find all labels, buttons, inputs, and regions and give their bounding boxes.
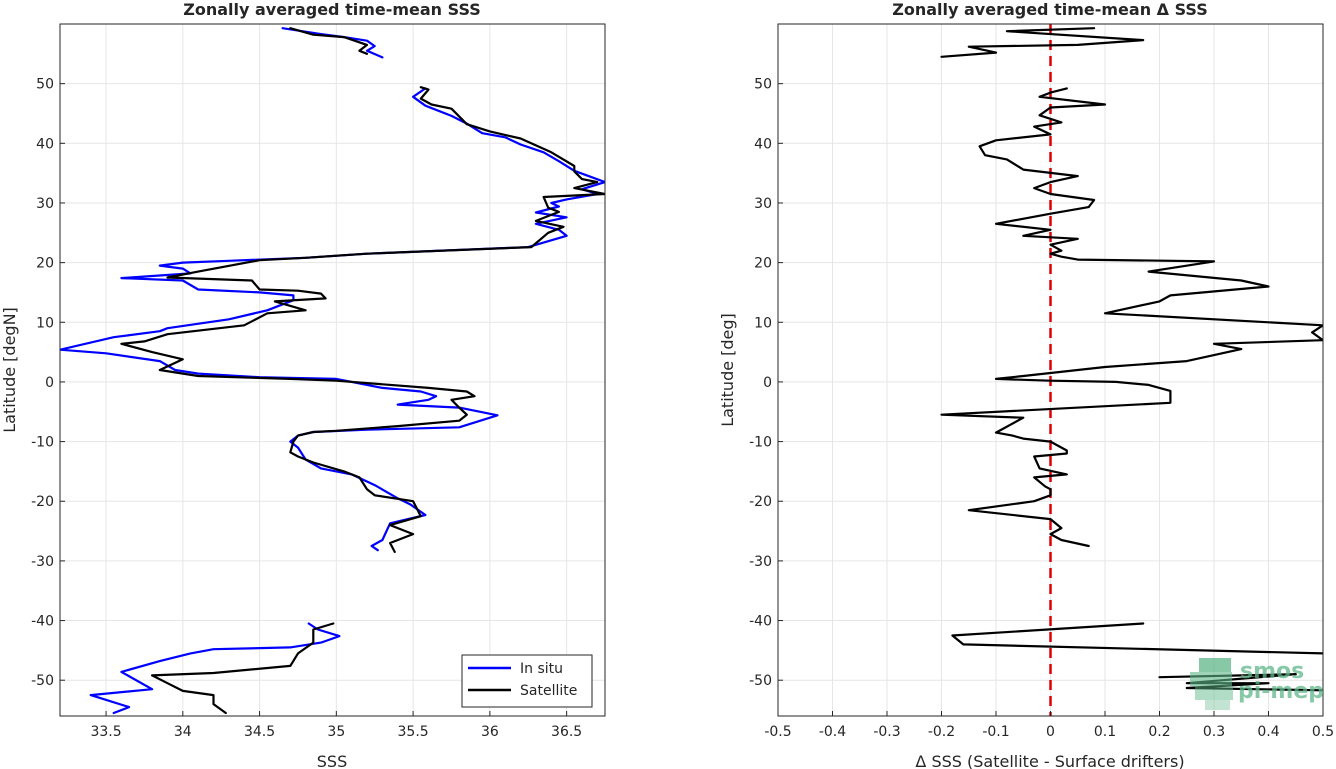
y-tick-label: -50 [749,673,772,689]
left-grid [60,24,605,716]
x-tick-label: -0.3 [873,724,900,740]
watermark-logo-block-2 [1190,672,1232,686]
y-tick-label: 40 [754,136,772,152]
x-tick-label: 0.5 [1312,724,1334,740]
smos-pi-mep-watermark: smos pi-mep [1190,658,1324,710]
y-tick-label: -20 [31,494,54,510]
left-x-axis-label: SSS [317,752,347,769]
right-panel: -0.5 -0.4 -0.3 -0.2 -0.1 0 0.1 0.2 0.3 0.4 0.5 -50 -… [718,0,1334,769]
y-tick-label: -10 [31,435,54,451]
x-tick-label: 0 [1046,724,1055,740]
x-tick-label: 35.5 [398,724,429,740]
watermark-logo-block-1 [1199,658,1231,672]
y-tick-label: 20 [754,256,772,272]
x-tick-label: -0.2 [928,724,955,740]
x-tick-label: 36.5 [551,724,582,740]
x-tick-label: -0.5 [764,724,791,740]
y-tick-label: 50 [36,77,54,93]
right-x-axis-label: Δ SSS (Satellite - Surface drifters) [915,752,1184,769]
delta-sss-series-line-segment [940,27,1145,58]
x-tick-label: 0.4 [1257,724,1279,740]
right-series-lines [940,27,1323,692]
watermark-text-smos: smos [1240,659,1304,684]
x-tick-label: -0.4 [819,724,846,740]
right-ticks: -0.5 -0.4 -0.3 -0.2 -0.1 0 0.1 0.2 0.3 0.4 0.5 -50 -… [749,77,1334,740]
left-series-lines [60,27,605,715]
x-tick-label: 0.3 [1203,724,1225,740]
y-tick-label: 30 [36,196,54,212]
y-tick-label: 0 [45,375,54,391]
y-tick-label: 40 [36,136,54,152]
delta-sss-series-line-segment [951,622,1323,655]
y-tick-label: -30 [749,554,772,570]
in-situ-series-line-segment [281,27,384,59]
x-tick-label: 33.5 [90,724,121,740]
watermark-logo-block-3 [1195,686,1233,700]
y-tick-label: -20 [749,494,772,510]
y-tick-label: -40 [31,614,54,630]
y-tick-label: 10 [36,315,54,331]
y-tick-label: -40 [749,614,772,630]
x-tick-label: 36 [481,724,499,740]
satellite-series-line-segment [120,86,605,554]
right-chart-title: Zonally averaged time-mean Δ SSS [892,0,1208,19]
x-tick-label: 0.2 [1148,724,1170,740]
y-tick-label: 50 [754,77,772,93]
left-panel: 33.5 34 34.5 35 35.5 36 36.5 -50 -40 -30 -20 -10 0 10… [0,0,606,769]
legend-label-insitu: In situ [520,661,563,677]
y-tick-label: -10 [749,435,772,451]
x-tick-label: -0.1 [982,724,1009,740]
x-tick-label: 34.5 [244,724,275,740]
delta-sss-series-line-segment [940,87,1323,548]
satellite-series-line-segment [289,27,369,55]
y-tick-label: 10 [754,315,772,331]
x-tick-label: 34 [174,724,192,740]
x-tick-label: 35 [327,724,345,740]
left-axes-frame [59,23,606,717]
left-chart-title: Zonally averaged time-mean SSS [183,0,481,19]
legend-box [461,654,593,708]
y-tick-label: 30 [754,196,772,212]
left-y-axis-label: Latitude [degN] [0,307,19,433]
legend-label-satellite: Satellite [520,683,577,699]
y-tick-label: -30 [31,554,54,570]
y-tick-label: -50 [31,673,54,689]
satellite-series-line-segment [151,622,335,715]
right-y-axis-label: Latitude [deg] [718,313,737,427]
in-situ-series-line-segment [89,622,341,715]
legend: In situ Satellite [461,654,593,708]
x-tick-label: 0.1 [1094,724,1116,740]
watermark-logo-block-4 [1205,700,1230,710]
y-tick-label: 0 [763,375,772,391]
left-ticks: 33.5 34 34.5 35 35.5 36 36.5 -50 -40 -30 -20 -10 0 10… [31,77,582,740]
watermark-text-pimep: pi-mep [1238,679,1324,704]
y-tick-label: 20 [36,256,54,272]
in-situ-series-line-segment [60,87,605,552]
